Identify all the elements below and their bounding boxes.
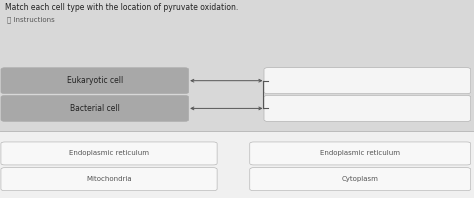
Text: Endoplasmic reticulum: Endoplasmic reticulum: [320, 150, 400, 156]
Text: Bacterial cell: Bacterial cell: [70, 104, 120, 113]
Text: Mitochondria: Mitochondria: [86, 176, 132, 182]
FancyBboxPatch shape: [264, 95, 471, 121]
Text: Endoplasmic reticulum: Endoplasmic reticulum: [69, 150, 149, 156]
Text: Match each cell type with the location of pyruvate oxidation.: Match each cell type with the location o…: [5, 3, 238, 12]
Text: Cytoplasm: Cytoplasm: [342, 176, 379, 182]
FancyBboxPatch shape: [1, 168, 217, 191]
FancyBboxPatch shape: [1, 142, 217, 165]
Text: ⓘ Instructions: ⓘ Instructions: [7, 17, 55, 23]
FancyBboxPatch shape: [250, 168, 471, 191]
FancyBboxPatch shape: [1, 95, 189, 121]
FancyBboxPatch shape: [1, 68, 189, 94]
Bar: [0, 131, 474, 198]
FancyBboxPatch shape: [250, 142, 471, 165]
FancyBboxPatch shape: [264, 68, 471, 94]
Bar: [0, 0, 474, 131]
Text: Eukaryotic cell: Eukaryotic cell: [67, 76, 123, 85]
